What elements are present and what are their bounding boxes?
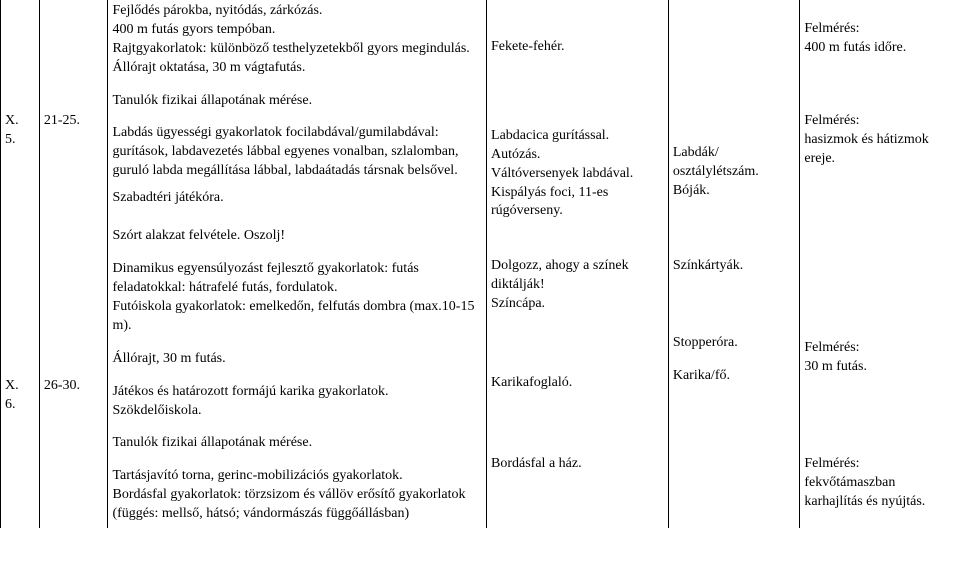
row-index: X. 5. [5, 2, 35, 150]
lesson-range: 26-30. [44, 227, 104, 396]
content-block: Játékos és határozott formájú karika gya… [112, 383, 482, 421]
content-block: Fejlődés párokba, nyitódás, zárkózás. 40… [112, 2, 482, 78]
assessment-block: Felmérés: fekvőtámaszban karhajlítás és … [804, 455, 956, 512]
cell-equipment: Labdák/ osztálylétszám. Bóják. [668, 0, 800, 225]
game-block: Karikafoglaló. [491, 374, 664, 393]
cell-range: 21-25. [39, 0, 108, 225]
content-block: Tanulók fizikai állapotának mérése. [112, 434, 482, 453]
content-block: Tanulók fizikai állapotának mérése. [112, 92, 482, 111]
assessment-block: Felmérés: 400 m futás időre. [804, 20, 956, 58]
content-block: Dinamikus egyensúlyozást fejlesztő gyako… [112, 260, 482, 336]
cell-assessment: Felmérés: 30 m futás. Felmérés: fekvőtám… [800, 225, 960, 528]
table-row: X. 6. 26-30. Szórt alakzat felvétele. Os… [1, 225, 960, 528]
cell-equipment: Színkártyák. Stopperóra. Karika/fő. [668, 225, 800, 528]
content-block: Szórt alakzat felvétele. Oszolj! [112, 227, 482, 246]
equipment-block: Karika/fő. [673, 367, 796, 386]
content-block: Labdás ügyességi gyakorlatok focilabdáva… [112, 124, 482, 181]
assessment-block: Felmérés: hasizmok és hátizmok ereje. [804, 112, 956, 169]
content-block: Szabadtéri játékóra. [112, 189, 482, 208]
curriculum-table: X. 5. 21-25. Fejlődés párokba, nyitódás,… [0, 0, 960, 528]
cell-games: Dolgozz, ahogy a színek diktálják! Színc… [487, 225, 669, 528]
equipment-block: Színkártyák. [673, 257, 796, 276]
equipment-block: Stopperóra. [673, 334, 796, 353]
page: X. 5. 21-25. Fejlődés párokba, nyitódás,… [0, 0, 960, 587]
cell-assessment: Felmérés: 400 m futás időre. Felmérés: h… [800, 0, 960, 225]
game-block: Bordásfal a ház. [491, 455, 664, 474]
game-block: Fekete-fehér. [491, 38, 664, 57]
row-index: X. 6. [5, 227, 35, 415]
cell-index: X. 6. [1, 225, 40, 528]
cell-index: X. 5. [1, 0, 40, 225]
game-block: Dolgozz, ahogy a színek diktálják! Színc… [491, 257, 664, 314]
lesson-range: 21-25. [44, 2, 104, 131]
cell-games: Fekete-fehér. Labdacica gurítással. Autó… [487, 0, 669, 225]
assessment-block: Felmérés: 30 m futás. [804, 339, 956, 377]
content-block: Állórajt, 30 m futás. [112, 350, 482, 369]
cell-content: Fejlődés párokba, nyitódás, zárkózás. 40… [108, 0, 487, 225]
game-block: Labdacica gurítással. Autózás. Váltóvers… [491, 127, 664, 221]
table-row: X. 5. 21-25. Fejlődés párokba, nyitódás,… [1, 0, 960, 225]
content-block: Tartásjavító torna, gerinc-mobilizációs … [112, 467, 482, 524]
equipment-block: Labdák/ osztálylétszám. Bóják. [673, 144, 796, 201]
cell-content: Szórt alakzat felvétele. Oszolj! Dinamik… [108, 225, 487, 528]
cell-range: 26-30. [39, 225, 108, 528]
